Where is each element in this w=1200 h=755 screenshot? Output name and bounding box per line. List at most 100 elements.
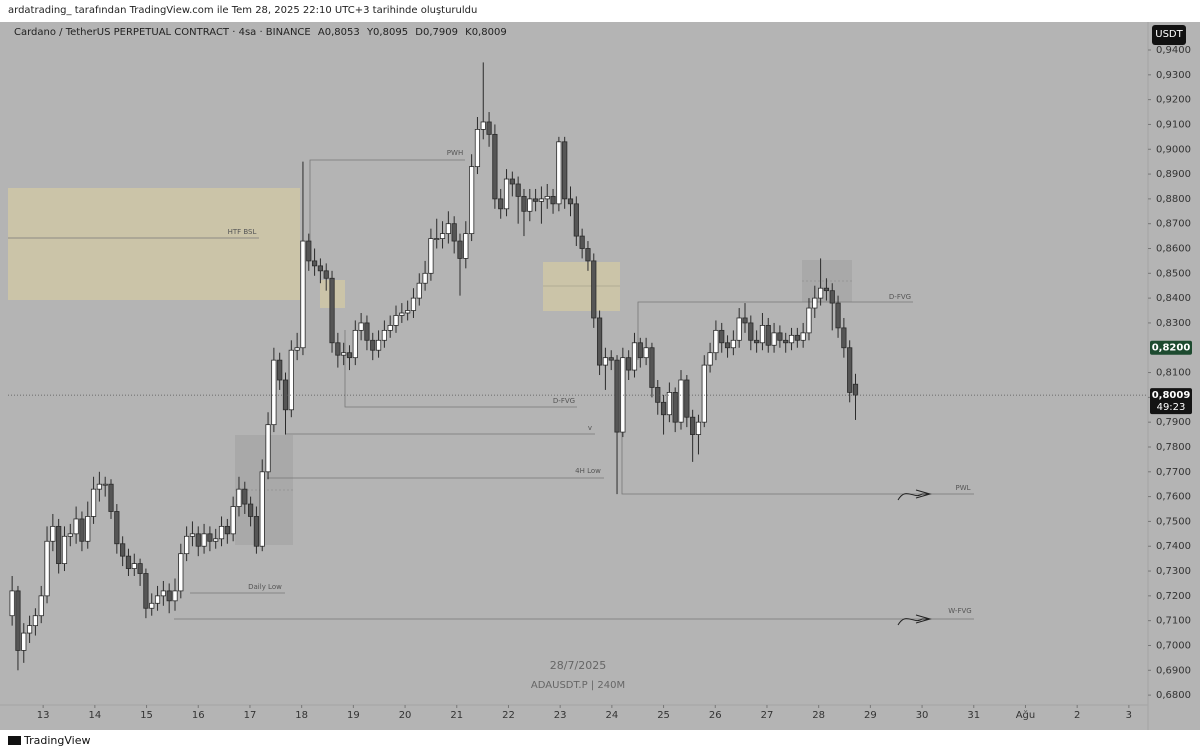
candle-body	[358, 322, 364, 331]
candle-body	[213, 538, 219, 542]
y-tick-label: 0,8100	[1156, 368, 1191, 379]
candle-body	[15, 590, 21, 651]
candle-body	[218, 525, 225, 540]
x-tick-label: 20	[399, 710, 412, 721]
y-tick-label: 0,7400	[1156, 541, 1191, 552]
candle-body	[730, 339, 736, 349]
x-tick-label: 2	[1074, 710, 1080, 721]
y-tick-label: 0,9200	[1156, 95, 1191, 106]
y-tick-label: 0,7800	[1156, 442, 1191, 453]
candle-body	[486, 121, 492, 135]
candle-body	[248, 503, 254, 517]
candle-body	[759, 325, 766, 344]
candle-body	[818, 287, 824, 299]
candle-body	[96, 483, 102, 490]
candle-body	[346, 352, 353, 359]
candle-body	[736, 317, 742, 341]
candle-body	[503, 178, 510, 210]
candle-body	[352, 329, 358, 359]
x-tick-label: 22	[502, 710, 515, 721]
y-tick-label: 0,8600	[1156, 243, 1191, 254]
candle-body	[90, 488, 97, 517]
candle-body	[707, 352, 713, 366]
candle-body	[271, 359, 277, 426]
candle-body	[550, 195, 556, 205]
candle-body	[713, 329, 719, 354]
ohlc-label: Y0,8095	[366, 27, 409, 38]
price-tag	[1150, 340, 1192, 355]
candle-body	[399, 312, 405, 316]
annotation: HTF BSL	[228, 228, 257, 236]
price-tag	[1150, 388, 1192, 415]
candle-body	[474, 129, 481, 168]
x-tick-label: Ağu	[1016, 709, 1036, 721]
candle-body	[114, 511, 120, 545]
x-tick-label: 16	[192, 710, 205, 721]
y-tick-label: 0,7100	[1156, 616, 1191, 627]
candle-body	[300, 240, 306, 349]
candle-body	[154, 595, 161, 604]
candle-body	[591, 260, 597, 319]
candle-body	[370, 339, 376, 351]
x-tick-label: 24	[605, 710, 618, 721]
candle-body	[73, 518, 79, 535]
candle-body	[800, 332, 806, 341]
candle-body	[50, 525, 56, 542]
candle-body	[439, 233, 446, 239]
chart-title: Cardano / TetherUS PERPETUAL CONTRACT · …	[14, 27, 311, 38]
currency-button[interactable]: USDT	[1152, 25, 1186, 45]
candle-body	[44, 540, 50, 597]
candle-body	[666, 392, 672, 416]
candle-body	[9, 590, 15, 617]
logo	[8, 736, 21, 745]
candle-body	[184, 535, 190, 555]
y-tick-label: 0,8900	[1156, 169, 1191, 180]
candle-body	[754, 339, 760, 344]
annotation: PWH	[447, 149, 463, 157]
candle-body	[771, 332, 777, 346]
candle-body	[201, 533, 207, 547]
annotation: 4H Low	[575, 467, 601, 475]
candle-body	[32, 615, 39, 627]
candle-body	[533, 198, 539, 202]
x-tick-label: 13	[37, 710, 50, 721]
y-tick-label: 0,7600	[1156, 492, 1191, 503]
candle-body	[631, 342, 638, 371]
candle-body	[660, 401, 667, 416]
candle-body	[416, 282, 422, 299]
candle-body	[829, 290, 835, 304]
candle-body	[835, 302, 841, 329]
candle-body	[189, 533, 196, 537]
candle-body	[364, 322, 370, 341]
candle-body	[509, 178, 515, 185]
level-line	[637, 301, 913, 360]
price-tag-label: 0,8200	[1152, 343, 1191, 354]
candle-body	[56, 525, 62, 564]
ohlc-label: K0,8009	[465, 27, 507, 38]
ohlc-label: D0,7909	[415, 27, 458, 38]
candle-body	[341, 352, 347, 356]
x-tick-label: 21	[450, 710, 463, 721]
candle-body	[120, 543, 126, 557]
watermark: ADAUSDT.P | 240M	[531, 680, 625, 691]
candle-body	[690, 416, 696, 435]
zone	[543, 262, 620, 311]
candle-body	[434, 238, 440, 240]
candle-body	[137, 563, 143, 574]
candle-body	[445, 223, 451, 235]
x-tick-label: 14	[88, 710, 101, 721]
candle-body	[492, 133, 498, 200]
level-line	[309, 159, 465, 245]
x-tick-label: 18	[295, 710, 308, 721]
candle-body	[596, 317, 603, 366]
candle-body	[748, 322, 754, 341]
candle-body	[294, 347, 300, 351]
candle-body	[608, 357, 614, 361]
candle-body	[480, 121, 486, 130]
candle-body	[783, 339, 789, 344]
candle-body	[323, 270, 329, 279]
y-tick-label: 0,7500	[1156, 516, 1191, 527]
x-tick-label: 27	[761, 710, 774, 721]
candle-body	[469, 166, 475, 235]
candle-body	[236, 488, 242, 507]
